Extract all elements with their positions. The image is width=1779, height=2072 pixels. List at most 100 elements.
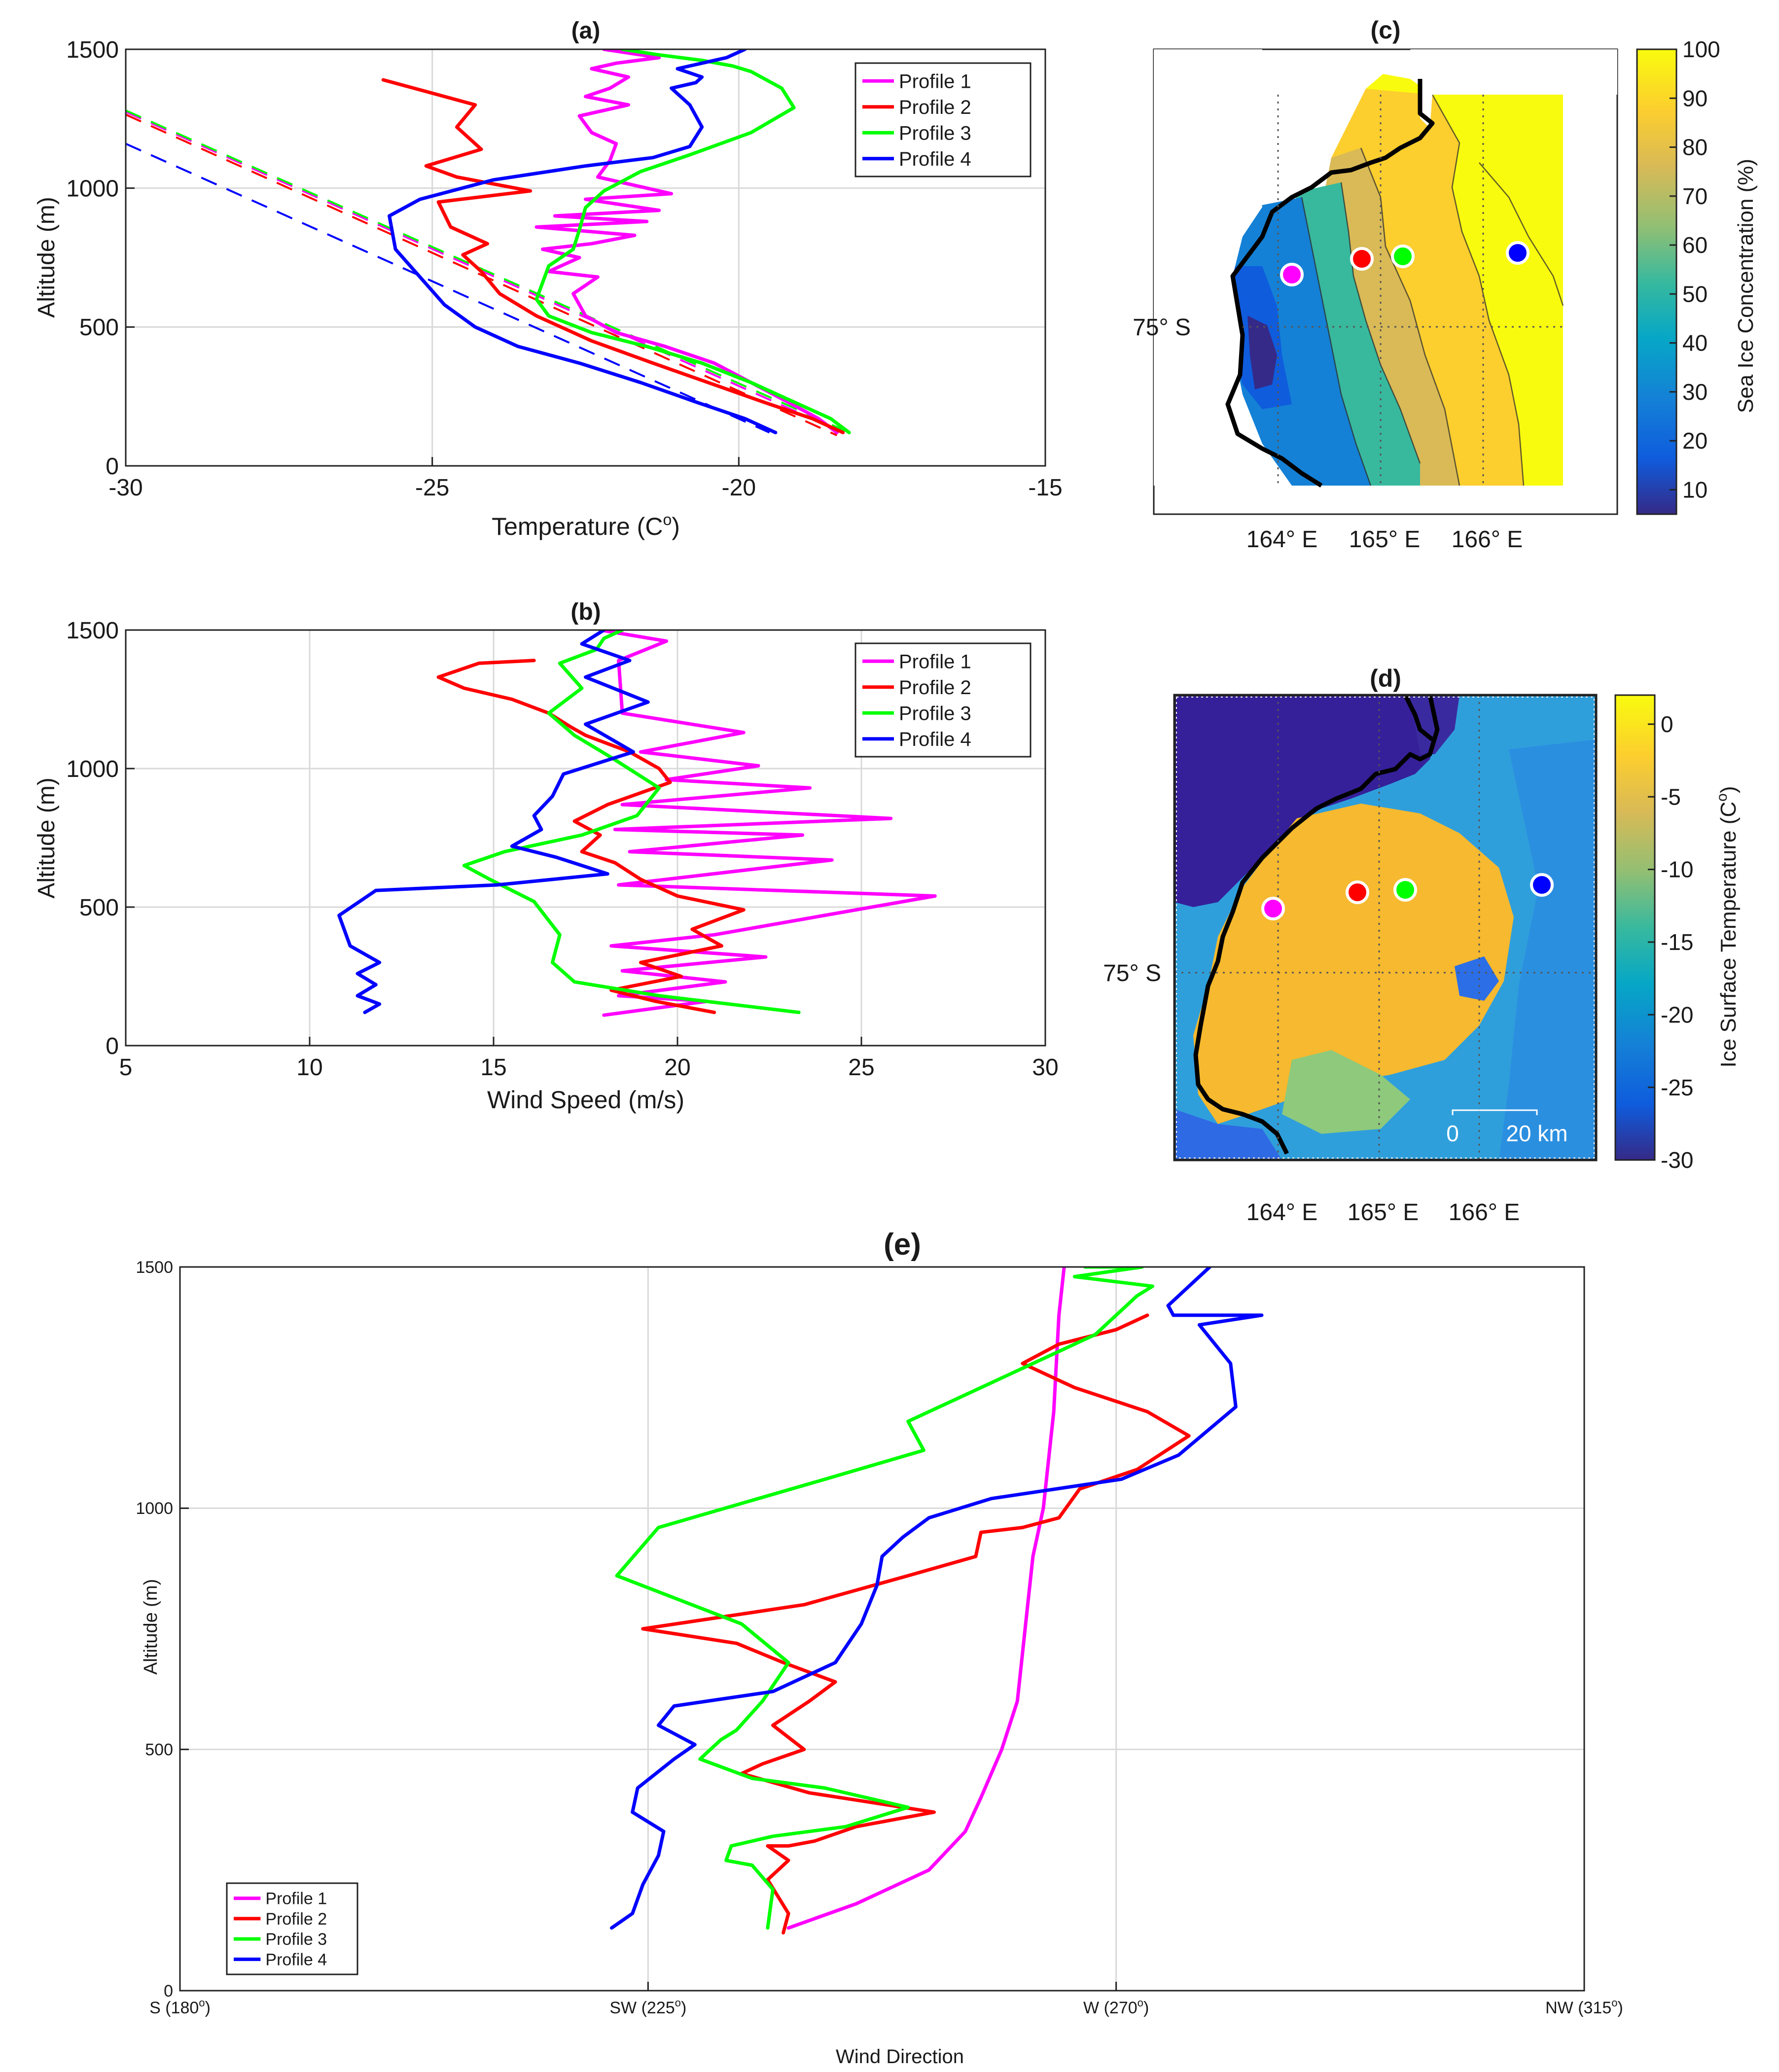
panel-e-axes-box [179, 1266, 1585, 1992]
coastline [1225, 79, 1435, 488]
panel-d-surface-temperature-map: (d) 0 20 km 164° E 165° E [1103, 665, 1741, 1226]
legend-label-profile-2: Profile 2 [899, 97, 971, 118]
panel-a-grid [126, 49, 1045, 466]
series-line-profile-2 [641, 1313, 1191, 1935]
x-tick-label: -15 [1028, 475, 1062, 501]
series-line-profile-3 [534, 49, 851, 434]
colorbar-tick-label: 40 [1682, 330, 1708, 356]
panel-c-lat-75s: 75° S [1133, 315, 1191, 341]
colorbar-tick-label: -15 [1661, 929, 1693, 955]
colorbar-tick-label: -25 [1661, 1075, 1693, 1100]
panel-d-colorbar [1614, 694, 1656, 1161]
y-tick-label: 500 [79, 895, 119, 921]
x-tick-label: S (180o) [149, 1997, 211, 2017]
panel-b-legend: Profile 1 Profile 2 Profile 3 Profile 4 [854, 642, 1032, 758]
x-tick-label: -25 [415, 475, 449, 501]
panel-e-xlabel: Wind Direction [836, 2046, 964, 2068]
panel-d-inner-frame [1176, 697, 1595, 1159]
map-c-marker-profile-4 [1506, 241, 1530, 265]
panel-d-lon-165: 165° E [1348, 1199, 1419, 1226]
series-line-profile-3 [462, 630, 801, 1015]
panel-e-ticks: S (180o) SW (225o) W (270o) NW (315o) 0 500 10… [136, 1258, 1623, 2017]
contour-line [1360, 147, 1460, 486]
ist-cold-patch [1455, 956, 1499, 1001]
colorbar-tick-label: 20 [1682, 428, 1708, 454]
colorbar-tick-label: 10 [1682, 477, 1708, 502]
series-line-profile-3 [615, 1267, 1154, 1930]
legend-label-profile-2: Profile 2 [899, 677, 971, 699]
colorbar-tick-label: 80 [1682, 135, 1708, 160]
series-line-profile-1 [534, 49, 839, 434]
colorbar-tick-label: 90 [1682, 85, 1708, 111]
panel-e-wind-direction: (e) S (180o) SW (225o) W (270o) NW (315o) 0 5… [136, 1228, 1623, 2068]
panel-b-xlabel: Wind Speed (m/s) [487, 1086, 684, 1114]
x-tick-label: NW (315o) [1545, 1997, 1623, 2017]
y-tick-label: 1000 [66, 756, 119, 782]
legend-label-profile-4: Profile 4 [899, 729, 971, 750]
panel-a-ylabel: Altitude (m) [34, 197, 60, 317]
panel-d-lon-166: 166° E [1449, 1199, 1520, 1226]
panel-a-dry-adiabats [126, 109, 850, 436]
dry-adiabat-profile-1 [126, 110, 844, 434]
panel-b-wind-speed: (b) 5 10 15 20 25 30 0 500 1000 1500 Wind Speed (… [34, 599, 1059, 1114]
sea-ice-blue-region [1228, 197, 1371, 486]
x-tick-label: SW (225o) [609, 1997, 686, 2017]
legend-label-profile-1: Profile 1 [899, 70, 971, 92]
series-line-profile-1 [786, 1267, 1066, 1930]
panel-d-frame [1173, 694, 1598, 1161]
panel-b-axes-box [125, 629, 1046, 1047]
panel-e-series [610, 1267, 1264, 1935]
y-tick-label: 1000 [136, 1499, 173, 1518]
panel-e-title: (e) [884, 1228, 921, 1262]
series-line-profile-1 [598, 630, 937, 1017]
contour-line [1431, 94, 1525, 486]
panel-c-colorbar-ticks: 100 90 80 70 60 50 40 30 20 10 [1670, 36, 1720, 502]
panel-e-grid [180, 1267, 1584, 1991]
colorbar-tick-label: 100 [1682, 36, 1720, 62]
colorbar-tick-label: 60 [1682, 232, 1708, 258]
x-tick-label: 25 [848, 1054, 874, 1081]
panel-a-axes-box [125, 48, 1046, 467]
map-c-marker-profile-1 [1280, 263, 1304, 286]
coastline [1403, 695, 1434, 741]
series-line-profile-4 [388, 49, 778, 434]
panel-d-lat-75s: 75° S [1103, 960, 1161, 986]
ist-green-patch [1282, 1050, 1410, 1134]
panel-b-title: (b) [570, 599, 601, 625]
panel-b-series [337, 630, 937, 1017]
legend-label-profile-3: Profile 3 [899, 702, 971, 724]
map-d-marker-profile-3 [1393, 878, 1417, 902]
ist-warm-polynya [1193, 804, 1514, 1124]
panel-a-ticks: -30 -25 -20 -15 0 500 1000 1500 [66, 37, 1062, 501]
series-line-profile-2 [436, 659, 746, 1015]
legend-label-profile-1: Profile 1 [899, 651, 971, 672]
scale-bar: 0 20 km [1446, 1109, 1568, 1146]
scale-bar-zero: 0 [1446, 1121, 1459, 1146]
colorbar-tick-label: -10 [1661, 857, 1693, 882]
panel-c-lon-165: 165° E [1349, 527, 1421, 553]
panel-d-lon-164: 164° E [1246, 1199, 1318, 1226]
land-mask-west [1154, 49, 1282, 486]
y-tick-label: 0 [106, 454, 119, 480]
series-line-profile-4 [337, 630, 650, 1015]
panel-d-title: (d) [1370, 665, 1401, 692]
ist-cold-south [1174, 1109, 1282, 1160]
colorbar-tick-label: 50 [1682, 281, 1708, 307]
x-tick-label: 15 [480, 1054, 506, 1081]
legend-label-profile-1: Profile 1 [265, 1890, 327, 1908]
map-d-marker-profile-4 [1530, 873, 1554, 897]
panel-b-ticks: 5 10 15 20 25 30 0 500 1000 1500 [66, 618, 1058, 1081]
panel-a-title: (a) [571, 18, 601, 44]
panel-a-series [381, 49, 851, 434]
y-tick-label: 1500 [66, 37, 119, 63]
contour-line [1340, 182, 1421, 464]
coastline [1193, 695, 1440, 1155]
ist-cold-east [1499, 739, 1596, 1160]
panel-e-ylabel: Altitude (m) [141, 1579, 161, 1675]
land-mask-north [1410, 49, 1617, 128]
legend-label-profile-2: Profile 2 [265, 1910, 327, 1929]
dry-adiabat-profile-2 [126, 113, 838, 436]
sea-ice-tan-region [1316, 148, 1459, 486]
dry-adiabat-profile-4 [126, 142, 770, 434]
